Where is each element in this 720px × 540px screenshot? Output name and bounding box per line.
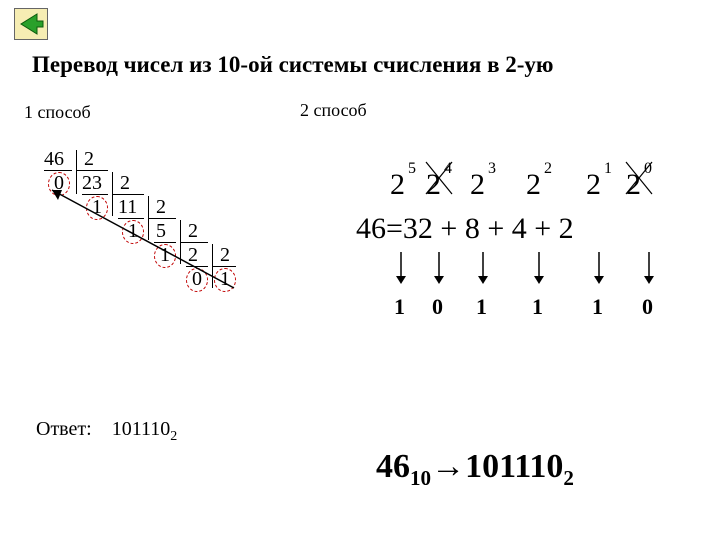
powers-row: 2 5 2 4 2 3 2 2 2 1 2 0	[370, 150, 710, 210]
final-rhs-base: 2	[563, 466, 574, 490]
cross-out-icon-1	[422, 158, 456, 198]
arrow-down-icon	[532, 250, 546, 284]
power-base-4: 2	[586, 168, 601, 202]
m1-read-arrow	[38, 178, 248, 338]
final-arrow: →	[431, 448, 465, 485]
bit-3: 1	[532, 294, 543, 320]
bit-5: 0	[642, 294, 653, 320]
answer-label: Ответ:	[36, 418, 92, 440]
method2-label: 2 способ	[300, 100, 367, 121]
arrow-down-icon	[592, 250, 606, 284]
arrow-down-icon	[394, 250, 408, 284]
power-exp-4: 1	[604, 160, 612, 178]
method2-block: 2 5 2 4 2 3 2 2 2 1 2 0 46=32 + 8 + 4 + …	[370, 150, 710, 210]
m1-dividend-0: 46	[44, 148, 64, 171]
sum-line: 46=32 + 8 + 4 + 2	[356, 212, 574, 246]
power-base-3: 2	[526, 168, 541, 202]
page-title: Перевод чисел из 10-ой системы счисления…	[32, 52, 554, 78]
bit-4: 1	[592, 294, 603, 320]
final-result: 4610→1011102	[376, 448, 574, 491]
power-exp-3: 2	[544, 160, 552, 178]
answer-base: 2	[170, 429, 177, 444]
m1-divisor-0: 2	[84, 148, 94, 171]
arrow-down-icon	[642, 250, 656, 284]
method1-label: 1 способ	[24, 102, 91, 123]
power-base-2: 2	[470, 168, 485, 202]
final-lhs: 46	[376, 448, 410, 485]
power-exp-0: 5	[408, 160, 416, 178]
arrow-down-icon	[432, 250, 446, 284]
back-button[interactable]	[14, 8, 48, 40]
bit-1: 0	[432, 294, 443, 320]
arrow-down-icon	[476, 250, 490, 284]
bit-0: 1	[394, 294, 405, 320]
method1-staircase: 46 2 0 23 2 1 11 2 1 5 2 1 2 2 0 1	[44, 148, 304, 398]
cross-out-icon-2	[622, 158, 656, 198]
bit-2: 1	[476, 294, 487, 320]
method1-answer: Ответ: 1011102	[36, 418, 177, 445]
final-rhs: 101110	[465, 448, 563, 485]
power-base-0: 2	[390, 168, 405, 202]
answer-value: 101110	[112, 418, 171, 440]
power-exp-2: 3	[488, 160, 496, 178]
final-lhs-base: 10	[410, 466, 431, 490]
